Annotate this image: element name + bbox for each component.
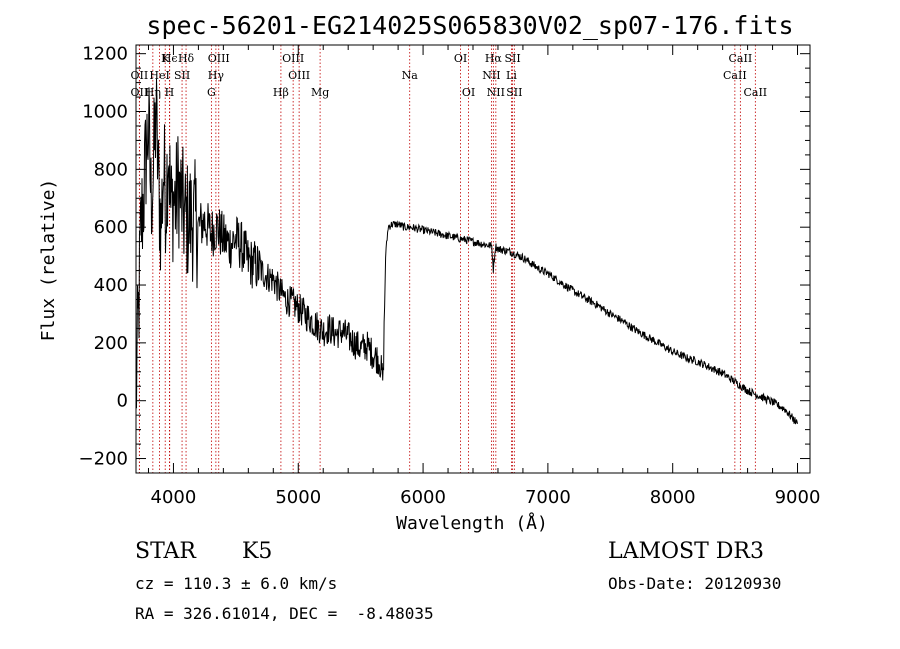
y-tick-label: 400	[94, 275, 128, 296]
y-axis-label: Flux (relative)	[38, 179, 59, 342]
spectral-line-label: Li	[506, 69, 517, 82]
y-tick-label: −200	[79, 449, 128, 470]
spectral-line-label: CaII	[743, 86, 767, 99]
observation-date: Obs-Date: 20120930	[608, 574, 782, 593]
x-tick-label: 9000	[775, 487, 821, 508]
spectral-line-label: Hη	[145, 86, 161, 99]
x-tick-label: 4000	[151, 487, 197, 508]
spectral-line-label: OII	[131, 86, 149, 99]
y-tick-label: 1000	[82, 102, 128, 123]
object-subclass: K5	[242, 539, 273, 564]
spectral-line-label: Hγ	[208, 69, 225, 82]
spectral-line-label: Hϵ	[162, 52, 178, 65]
y-tick-label: 600	[94, 217, 128, 238]
spectral-line-label: SII	[174, 69, 190, 82]
spectral-line-label: SII	[506, 86, 522, 99]
x-tick-label: 8000	[650, 487, 696, 508]
spectral-line-label: K	[161, 52, 170, 65]
chart-title: spec-56201-EG214025S065830V02_sp07-176.f…	[146, 11, 793, 40]
spectral-line-label: Na	[402, 69, 419, 82]
survey-name: LAMOST DR3	[608, 539, 764, 564]
spectral-line-label: HeI	[149, 69, 169, 82]
y-tick-label: 800	[94, 159, 128, 180]
spectral-line-label: Hβ	[273, 86, 289, 99]
spectral-line-label: Mg	[311, 86, 329, 99]
y-tick-label: 200	[94, 333, 128, 354]
x-tick-label: 7000	[525, 487, 571, 508]
spectral-line-label: Hα	[485, 52, 503, 65]
coordinates: RA = 326.61014, DEC = -8.48035	[135, 604, 434, 623]
spectral-line-label: OIII	[208, 52, 230, 65]
x-axis-ticks: 4000 5000 6000 7000 8000 9000	[147, 45, 821, 508]
spectral-line-label: SII	[504, 52, 520, 65]
spectral-line-label: CaII	[729, 52, 753, 65]
x-tick-label: 6000	[400, 487, 446, 508]
y-axis-ticks: −200 0 200 400 600 800 1000 1200	[79, 44, 810, 470]
x-axis-label: Wavelength (Å)	[396, 512, 548, 534]
y-tick-label: 1200	[82, 44, 128, 65]
spectral-line-label: CaII	[723, 69, 747, 82]
emission-lines	[138, 45, 756, 473]
spectral-line-label: OI	[462, 86, 475, 99]
object-class: STAR	[135, 539, 196, 564]
spectrum-series-line	[135, 78, 798, 425]
spectral-line-label: Hδ	[178, 52, 195, 65]
spectral-line-label: OIII	[282, 52, 304, 65]
plot-frame	[135, 44, 811, 474]
spectral-line-label: OI	[454, 52, 467, 65]
spectral-line-label: H	[165, 86, 175, 99]
spectral-line-label: OIII	[288, 69, 310, 82]
spectral-line-label: OII	[131, 69, 149, 82]
redshift-velocity: cz = 110.3 ± 6.0 km/s	[135, 574, 338, 593]
spectral-line-label: NII	[482, 69, 500, 82]
x-tick-label: 5000	[275, 487, 321, 508]
y-tick-label: 0	[117, 391, 128, 412]
spectral-line-label: NII	[487, 86, 505, 99]
spectral-line-label: G	[207, 86, 216, 99]
